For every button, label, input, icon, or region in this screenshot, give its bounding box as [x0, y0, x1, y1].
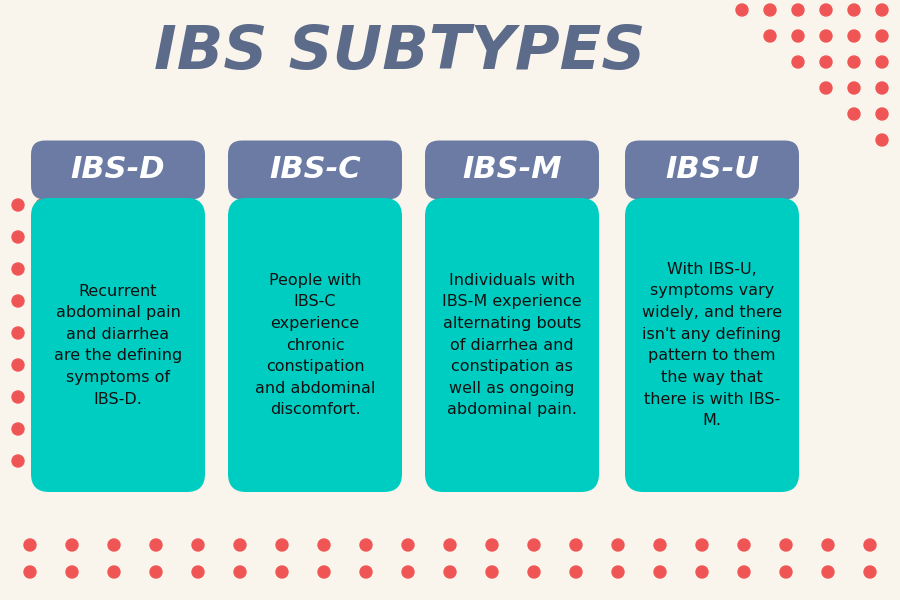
- Text: IBS-U: IBS-U: [665, 155, 759, 185]
- Circle shape: [780, 566, 792, 578]
- Circle shape: [12, 199, 24, 211]
- Circle shape: [764, 4, 776, 16]
- Circle shape: [848, 108, 860, 120]
- FancyBboxPatch shape: [425, 198, 599, 492]
- Circle shape: [444, 539, 456, 551]
- Circle shape: [12, 295, 24, 307]
- Circle shape: [876, 4, 888, 16]
- Circle shape: [36, 199, 48, 211]
- FancyBboxPatch shape: [425, 140, 599, 199]
- Circle shape: [876, 82, 888, 94]
- Circle shape: [36, 359, 48, 371]
- Circle shape: [318, 539, 330, 551]
- Circle shape: [36, 231, 48, 243]
- Circle shape: [696, 539, 708, 551]
- Circle shape: [192, 539, 204, 551]
- Circle shape: [360, 566, 372, 578]
- Circle shape: [12, 327, 24, 339]
- Circle shape: [848, 4, 860, 16]
- Circle shape: [848, 30, 860, 42]
- Circle shape: [108, 566, 120, 578]
- Circle shape: [318, 566, 330, 578]
- Circle shape: [12, 231, 24, 243]
- Text: People with
IBS-C
experience
chronic
constipation
and abdominal
discomfort.: People with IBS-C experience chronic con…: [255, 272, 375, 418]
- Circle shape: [36, 455, 48, 467]
- Circle shape: [66, 539, 78, 551]
- Circle shape: [822, 566, 834, 578]
- Circle shape: [654, 566, 666, 578]
- Text: IBS-M: IBS-M: [463, 155, 562, 185]
- FancyBboxPatch shape: [625, 198, 799, 492]
- Circle shape: [876, 30, 888, 42]
- Circle shape: [792, 56, 804, 68]
- Circle shape: [36, 327, 48, 339]
- Circle shape: [12, 359, 24, 371]
- Circle shape: [570, 566, 582, 578]
- Circle shape: [276, 539, 288, 551]
- FancyBboxPatch shape: [625, 140, 799, 199]
- Text: IBS-D: IBS-D: [71, 155, 166, 185]
- Circle shape: [570, 539, 582, 551]
- Circle shape: [696, 566, 708, 578]
- Circle shape: [276, 566, 288, 578]
- Circle shape: [36, 263, 48, 275]
- FancyBboxPatch shape: [228, 198, 402, 492]
- Circle shape: [820, 30, 832, 42]
- Circle shape: [528, 539, 540, 551]
- Circle shape: [612, 539, 624, 551]
- Circle shape: [66, 566, 78, 578]
- Circle shape: [24, 539, 36, 551]
- Circle shape: [792, 4, 804, 16]
- Text: IBS-C: IBS-C: [269, 155, 361, 185]
- Circle shape: [24, 566, 36, 578]
- Circle shape: [12, 391, 24, 403]
- Circle shape: [12, 263, 24, 275]
- Circle shape: [234, 539, 246, 551]
- Circle shape: [486, 539, 498, 551]
- Circle shape: [36, 391, 48, 403]
- Circle shape: [848, 56, 860, 68]
- Circle shape: [820, 56, 832, 68]
- Circle shape: [36, 295, 48, 307]
- Circle shape: [150, 566, 162, 578]
- Circle shape: [360, 539, 372, 551]
- Circle shape: [764, 30, 776, 42]
- Circle shape: [654, 539, 666, 551]
- Circle shape: [738, 539, 750, 551]
- FancyBboxPatch shape: [31, 140, 205, 199]
- Circle shape: [444, 566, 456, 578]
- Circle shape: [150, 539, 162, 551]
- Circle shape: [848, 82, 860, 94]
- Circle shape: [864, 566, 876, 578]
- FancyBboxPatch shape: [228, 140, 402, 199]
- Circle shape: [402, 539, 414, 551]
- Circle shape: [792, 30, 804, 42]
- Circle shape: [738, 566, 750, 578]
- Circle shape: [736, 4, 748, 16]
- Circle shape: [876, 108, 888, 120]
- Circle shape: [192, 566, 204, 578]
- Circle shape: [876, 56, 888, 68]
- Circle shape: [486, 566, 498, 578]
- Circle shape: [12, 423, 24, 435]
- Circle shape: [528, 566, 540, 578]
- Text: Individuals with
IBS-M experience
alternating bouts
of diarrhea and
constipation: Individuals with IBS-M experience altern…: [442, 272, 581, 418]
- Circle shape: [36, 423, 48, 435]
- Circle shape: [234, 566, 246, 578]
- Circle shape: [876, 134, 888, 146]
- Circle shape: [108, 539, 120, 551]
- Circle shape: [820, 4, 832, 16]
- Circle shape: [402, 566, 414, 578]
- Circle shape: [12, 455, 24, 467]
- Text: Recurrent
abdominal pain
and diarrhea
are the defining
symptoms of
IBS-D.: Recurrent abdominal pain and diarrhea ar…: [54, 283, 182, 407]
- Circle shape: [822, 539, 834, 551]
- Text: IBS SUBTYPES: IBS SUBTYPES: [154, 22, 645, 82]
- Circle shape: [780, 539, 792, 551]
- Text: With IBS-U,
symptoms vary
widely, and there
isn't any defining
pattern to them
t: With IBS-U, symptoms vary widely, and th…: [642, 262, 782, 428]
- Circle shape: [820, 82, 832, 94]
- Circle shape: [864, 539, 876, 551]
- Circle shape: [612, 566, 624, 578]
- FancyBboxPatch shape: [31, 198, 205, 492]
